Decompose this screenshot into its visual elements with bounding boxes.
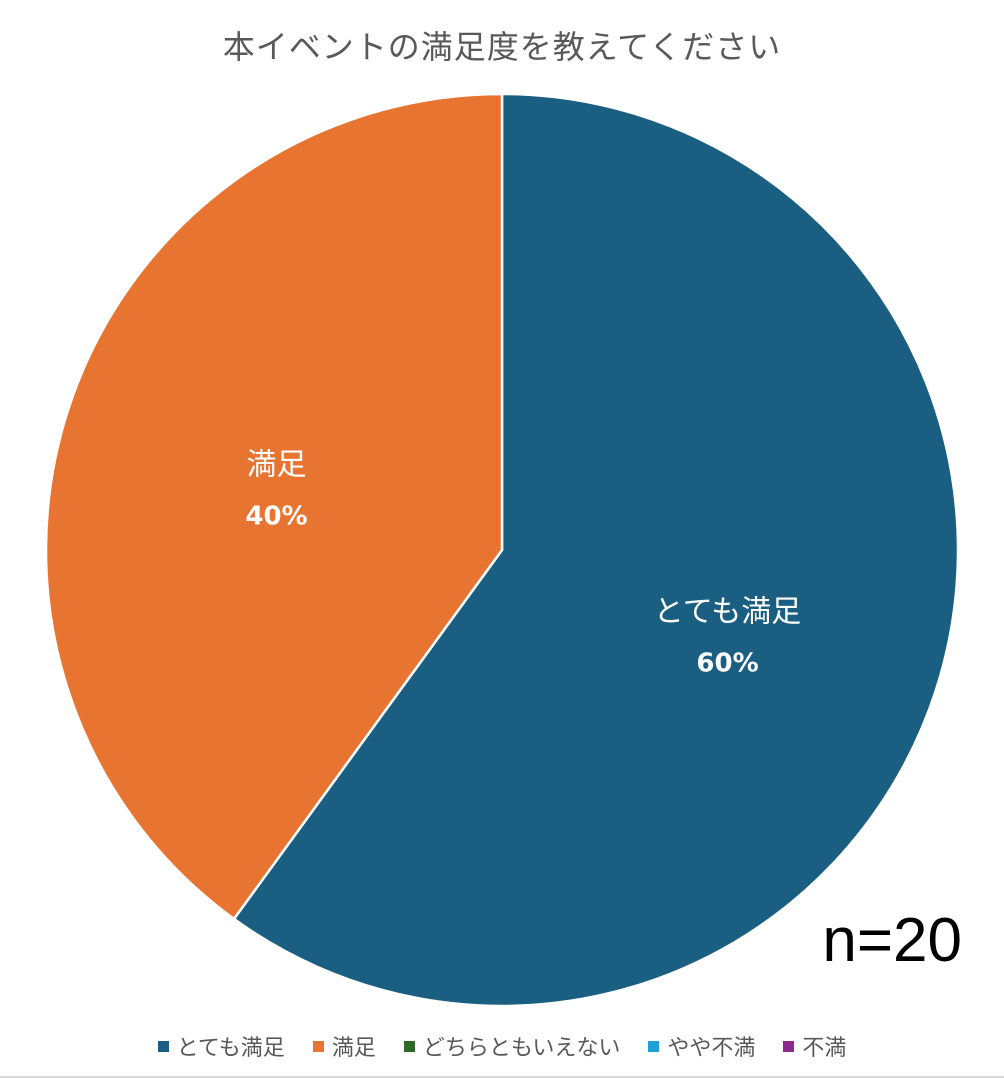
legend-item: どちらともいえない — [403, 1030, 621, 1062]
legend-swatch — [403, 1040, 415, 1052]
bottom-divider — [0, 1076, 1004, 1078]
legend-item: 不満 — [783, 1030, 846, 1062]
legend-swatch — [312, 1040, 324, 1052]
legend-item: やや不満 — [648, 1030, 755, 1062]
legend-label: どちらともいえない — [422, 1036, 621, 1061]
legend-swatch — [648, 1040, 660, 1052]
chart-title: 本イベントの満足度を教えてください — [222, 28, 782, 66]
slice-category-label: 満足 — [246, 448, 306, 483]
slice-percent-label: 60% — [696, 648, 758, 678]
legend-item: 満足 — [312, 1030, 376, 1062]
legend-item: とても満足 — [157, 1030, 285, 1062]
slice-percent-label: 40% — [245, 502, 307, 532]
legend-label: やや不満 — [667, 1036, 756, 1061]
legend: とても満足 満足 どちらともいえない やや不満 不満 — [0, 1030, 1004, 1062]
legend-swatch — [157, 1040, 169, 1052]
legend-label: 満足 — [331, 1036, 376, 1061]
pie-slice-1 — [232, 92, 960, 1008]
legend-label: 不満 — [802, 1036, 847, 1061]
sample-size-label: n=20 — [822, 906, 962, 975]
legend-label: とても満足 — [176, 1036, 285, 1061]
slice-category-label: とても満足 — [654, 594, 802, 629]
pie-slice-2 — [44, 92, 504, 921]
legend-swatch — [783, 1040, 795, 1052]
